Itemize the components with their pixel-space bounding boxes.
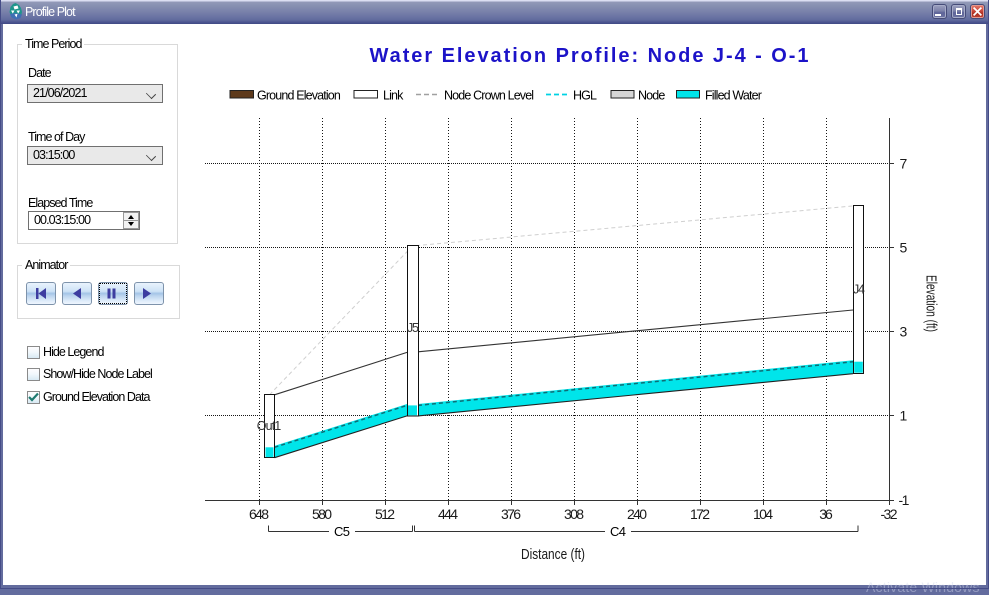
svg-text:580: 580 <box>312 506 332 522</box>
svg-text:376: 376 <box>501 506 521 522</box>
svg-text:C4: C4 <box>610 524 626 539</box>
svg-text:240: 240 <box>627 506 647 522</box>
svg-text:C5: C5 <box>334 524 350 539</box>
svg-text:104: 104 <box>753 506 773 522</box>
svg-text:-32: -32 <box>881 506 898 522</box>
svg-text:172: 172 <box>690 506 710 522</box>
svg-text:308: 308 <box>564 506 584 522</box>
svg-text:Node Crown Level: Node Crown Level <box>444 89 533 103</box>
svg-text:5: 5 <box>900 240 908 256</box>
svg-text:J4: J4 <box>853 283 865 297</box>
svg-text:7: 7 <box>900 156 908 172</box>
svg-text:Distance (ft): Distance (ft) <box>521 546 585 563</box>
svg-text:Node: Node <box>638 89 665 103</box>
svg-text:3: 3 <box>900 324 908 340</box>
svg-text:Filled Water: Filled Water <box>705 89 762 103</box>
svg-text:Link: Link <box>383 89 404 103</box>
svg-text:-1: -1 <box>899 492 910 508</box>
svg-text:Ground Elevation: Ground Elevation <box>257 89 341 103</box>
svg-text:648: 648 <box>249 506 269 522</box>
svg-text:J5: J5 <box>407 321 419 335</box>
svg-text:Out1: Out1 <box>257 419 282 433</box>
svg-text:Elevation (ft): Elevation (ft) <box>923 275 940 332</box>
svg-text:1: 1 <box>900 408 908 424</box>
svg-text:444: 444 <box>438 506 458 522</box>
svg-text:512: 512 <box>375 506 395 522</box>
svg-text:36: 36 <box>819 506 833 522</box>
svg-text:HGL: HGL <box>573 89 597 103</box>
